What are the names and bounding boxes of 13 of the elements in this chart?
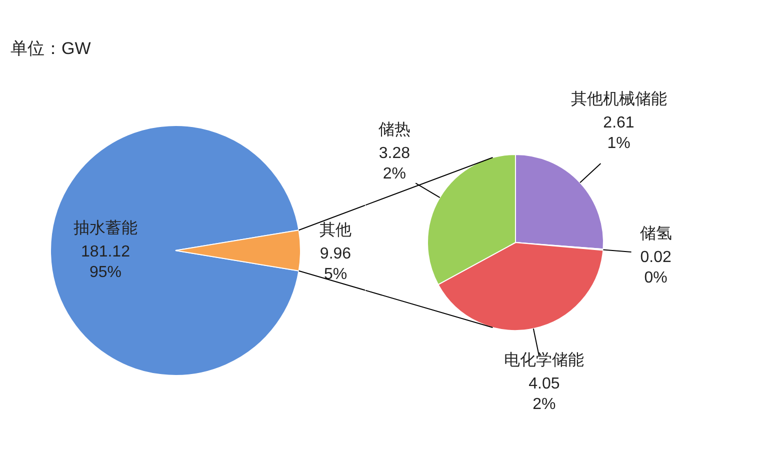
chart-title: 单位：GW	[10, 39, 91, 58]
data-label: 9.96 5%	[320, 246, 352, 283]
slice-label: 抽水蓄能	[74, 219, 138, 237]
slice-label: 电化学储能	[504, 350, 584, 369]
slice-label: 其他机械储能	[570, 90, 667, 108]
slice-label: 储热	[378, 122, 410, 139]
slice-label: 其他	[320, 221, 352, 239]
data-label: 2.61 1%	[603, 114, 634, 152]
slice-label: 储氢	[640, 226, 672, 243]
data-label: 3.28 2%	[378, 145, 410, 183]
data-label: 4.05 2%	[528, 375, 560, 413]
data-label: 181.12 95%	[81, 244, 130, 281]
data-label: 0.02 0%	[640, 249, 672, 287]
